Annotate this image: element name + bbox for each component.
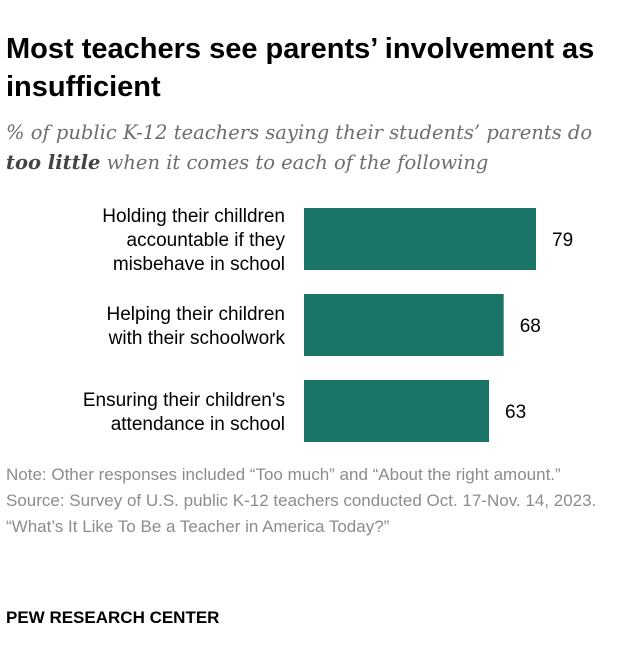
category-label: Ensuring their children's bbox=[83, 390, 285, 411]
chart-title: Most teachers see parents’ involvement a… bbox=[6, 33, 595, 103]
chart-subtitle: % of public K-12 teachers saying their s… bbox=[6, 118, 616, 178]
note-text: Note: Other responses included “Too much… bbox=[6, 465, 561, 484]
report-title: “What’s It Like To Be a Teacher in Ameri… bbox=[6, 517, 390, 536]
bar bbox=[304, 380, 490, 442]
bar bbox=[304, 208, 536, 270]
bar-value-label: 79 bbox=[552, 230, 573, 251]
category-label: Holding their chilldren bbox=[102, 206, 285, 227]
brand-logo-text: PEW RESEARCH CENTER bbox=[6, 608, 220, 627]
category-label: attendance in school bbox=[111, 414, 285, 435]
category-label: misbehave in school bbox=[113, 254, 285, 275]
bar-chart: 79 Holding their chilldren accountable if … bbox=[83, 206, 573, 442]
subtitle-text-start: % of public K-12 teachers saying their s… bbox=[6, 121, 593, 144]
category-label: accountable if they bbox=[127, 230, 286, 251]
bar-value-label: 63 bbox=[505, 402, 526, 423]
chart-notes: Note: Other responses included “Too much… bbox=[6, 462, 610, 540]
category-label: Helping their children bbox=[107, 304, 286, 325]
subtitle-emphasis: too little bbox=[6, 151, 101, 174]
subtitle-text-end: when it comes to each of the following bbox=[100, 151, 489, 174]
category-label: with their schoolwork bbox=[108, 328, 286, 349]
bar-value-label: 68 bbox=[520, 316, 541, 337]
bar bbox=[304, 294, 504, 356]
source-text: Source: Survey of U.S. public K-12 teach… bbox=[6, 491, 597, 510]
